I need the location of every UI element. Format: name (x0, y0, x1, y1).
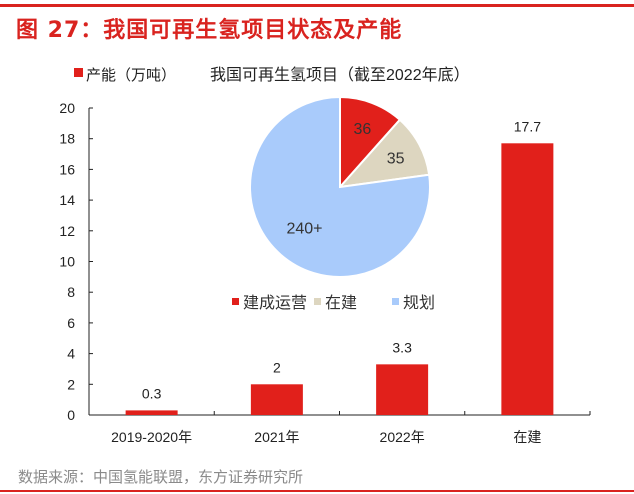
bar-2 (376, 364, 429, 415)
bar-legend-swatch (74, 68, 83, 77)
bar-1 (250, 384, 303, 415)
pie-legend-label: 规划 (403, 294, 435, 312)
bar-legend-label: 产能（万吨） (86, 67, 176, 84)
pie-legend-swatch-1 (314, 298, 321, 305)
y-tick-label: 6 (67, 315, 75, 331)
y-tick-label: 0 (67, 407, 75, 423)
pie-slice-1 (337, 118, 431, 189)
pie-legend-label: 在建 (325, 294, 357, 312)
y-tick-label: 12 (59, 223, 75, 239)
bar-value-label: 2 (273, 359, 281, 375)
bottom-rule (0, 490, 634, 492)
source-note: 数据来源：中国氢能联盟，东方证券研究所 (18, 468, 304, 486)
bar-value-label: 3.3 (392, 339, 412, 355)
y-tick-label: 14 (59, 192, 75, 208)
pie-chart: 36 35 240+ 建成运营 在建 规划 (232, 95, 435, 312)
pie-title: 我国可再生氢项目（截至2022年底） (210, 66, 470, 84)
x-category-label: 在建 (513, 429, 541, 445)
bar-legend: 产能（万吨） (74, 67, 176, 84)
y-tick-label: 2 (67, 376, 75, 392)
pie-slice-label: 36 (354, 121, 372, 138)
top-rule (0, 4, 634, 7)
bar-chart: 0 2 4 6 8 10 12 14 16 18 20 0.3 2019-2020年 2 2021年 3.3 2… (59, 100, 591, 445)
pie-legend-label: 建成运营 (243, 294, 307, 312)
pie-slice-label: 240+ (286, 221, 322, 238)
x-category-label: 2021年 (254, 429, 299, 445)
figure-title: 图 27：我国可再生氢项目状态及产能 (16, 18, 403, 43)
pie-legend-swatch-2 (392, 298, 399, 305)
pie-slice-2 (249, 95, 431, 278)
y-tick-label: 4 (67, 346, 75, 362)
y-tick-label: 16 (59, 161, 75, 177)
bar-value-label: 0.3 (142, 385, 162, 401)
y-tick-label: 18 (59, 131, 75, 147)
y-tick-label: 10 (59, 254, 75, 270)
x-category-label: 2022年 (380, 429, 425, 445)
pie-legend-swatch-0 (232, 298, 239, 305)
y-tick-label: 20 (59, 100, 75, 116)
bar-3 (501, 143, 554, 415)
x-category-label: 2019-2020年 (111, 429, 192, 445)
y-tick-label: 8 (67, 284, 75, 300)
pie-slice-label: 35 (387, 150, 405, 167)
bar-0 (125, 410, 178, 415)
bar-value-label: 17.7 (514, 118, 541, 134)
pie-slice-0 (339, 95, 402, 190)
